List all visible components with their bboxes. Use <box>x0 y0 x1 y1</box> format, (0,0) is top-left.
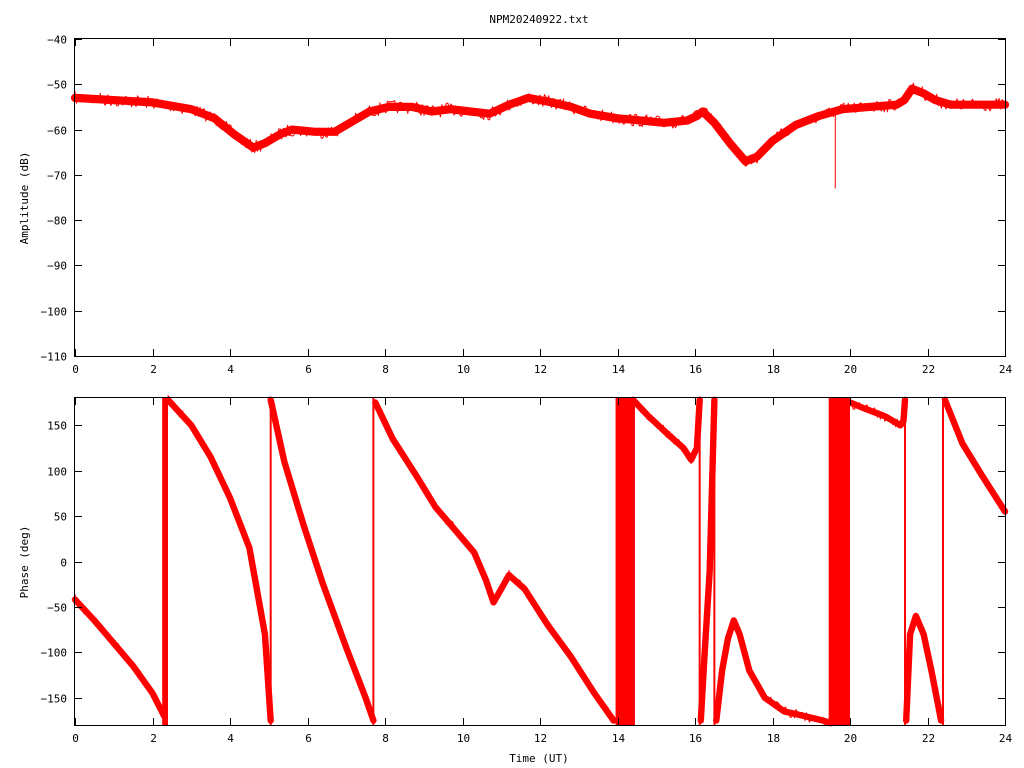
x-tick-label: 6 <box>305 363 312 376</box>
x-tick-label: 16 <box>689 732 702 745</box>
phase-series-noise <box>167 395 272 721</box>
phase-wrap-band <box>615 398 635 725</box>
y-tick-label: 100 <box>47 466 67 479</box>
amplitude-y-axis-label: Amplitude (dB) <box>18 152 31 245</box>
phase-series-noise <box>374 405 615 723</box>
x-tick-label: 20 <box>844 363 857 376</box>
phase-series-noise <box>849 398 906 429</box>
x-tick-label: 4 <box>227 732 234 745</box>
y-tick-label: −110 <box>41 351 68 364</box>
x-tick-label: 20 <box>844 732 857 745</box>
x-tick-label: 22 <box>922 363 935 376</box>
y-tick-label: 0 <box>60 557 67 570</box>
y-tick-label: −150 <box>41 693 68 706</box>
phase-series-noise <box>905 615 942 722</box>
x-tick-label: 14 <box>612 732 626 745</box>
amplitude-y-tick-labels: −110 −100 −90 −80 −70 −60 −50 −40 <box>41 34 68 364</box>
phase-series-noise <box>632 398 701 465</box>
y-tick-label: 150 <box>47 420 67 433</box>
amplitude-series-noise <box>74 82 1006 167</box>
x-tick-label: 16 <box>689 363 702 376</box>
y-tick-label: −60 <box>47 125 67 138</box>
amplitude-panel: −110−100−90−80−70−60−50−40 0 2 4 6 8 10 12 14 16… <box>18 34 1012 377</box>
x-tick-label: 4 <box>227 363 234 376</box>
chart-title: NPM20240922.txt <box>489 13 588 26</box>
x-tick-label: 0 <box>72 363 79 376</box>
x-tick-label: 2 <box>150 363 157 376</box>
x-tick-label: 0 <box>72 732 79 745</box>
y-tick-label: −90 <box>47 260 67 273</box>
x-tick-label: 12 <box>534 732 547 745</box>
x-tick-label: 18 <box>767 363 780 376</box>
amplitude-trace-layer <box>70 82 1010 189</box>
x-tick-label: 10 <box>457 363 470 376</box>
phase-series-noise <box>74 594 165 717</box>
phase-plot-frame <box>74 397 1006 726</box>
y-tick-label: −100 <box>41 306 68 319</box>
y-tick-label: −50 <box>47 79 67 92</box>
y-tick-label: −70 <box>47 170 67 183</box>
x-tick-label: 14 <box>612 363 626 376</box>
x-tick-label: 10 <box>457 732 470 745</box>
amplitude-ticks <box>75 39 1006 357</box>
x-tick-label: 18 <box>767 732 780 745</box>
phase-series-noise <box>715 618 832 726</box>
phase-trace-layer <box>71 395 1009 727</box>
phase-x-axis-label: Time (UT) <box>509 752 569 765</box>
x-tick-label: 22 <box>922 732 935 745</box>
x-tick-label: 2 <box>150 732 157 745</box>
x-tick-label: 24 <box>999 732 1013 745</box>
x-tick-label: 8 <box>382 732 389 745</box>
y-tick-label: −100 <box>41 647 68 660</box>
y-tick-label: −50 <box>47 602 67 615</box>
x-tick-label: 24 <box>999 363 1013 376</box>
x-tick-label: 8 <box>382 363 389 376</box>
y-tick-label: −40 <box>47 34 67 47</box>
x-tick-label: 12 <box>534 363 547 376</box>
phase-y-tick-labels: −150 −100 −50 0 50 100 150 <box>41 420 68 706</box>
phase-wrap-band <box>828 398 850 725</box>
phase-wrap-band <box>162 398 168 725</box>
phase-series-noise <box>700 399 715 718</box>
y-tick-label: 50 <box>54 511 67 524</box>
phase-series-line <box>713 617 834 727</box>
phase-ticks <box>75 398 1006 725</box>
phase-x-tick-labels: 0 2 4 6 8 10 12 14 16 18 20 22 24 <box>72 732 1012 745</box>
amplitude-x-tick-labels: 0 2 4 6 8 10 12 14 16 18 20 22 24 <box>72 363 1012 376</box>
phase-y-axis-label: Phase (deg) <box>18 526 31 599</box>
amplitude-plot-frame <box>74 38 1006 357</box>
phase-series-noise <box>270 397 374 721</box>
y-tick-label: −80 <box>47 215 67 228</box>
x-tick-label: 6 <box>305 732 312 745</box>
phase-series-noise <box>944 398 1006 512</box>
